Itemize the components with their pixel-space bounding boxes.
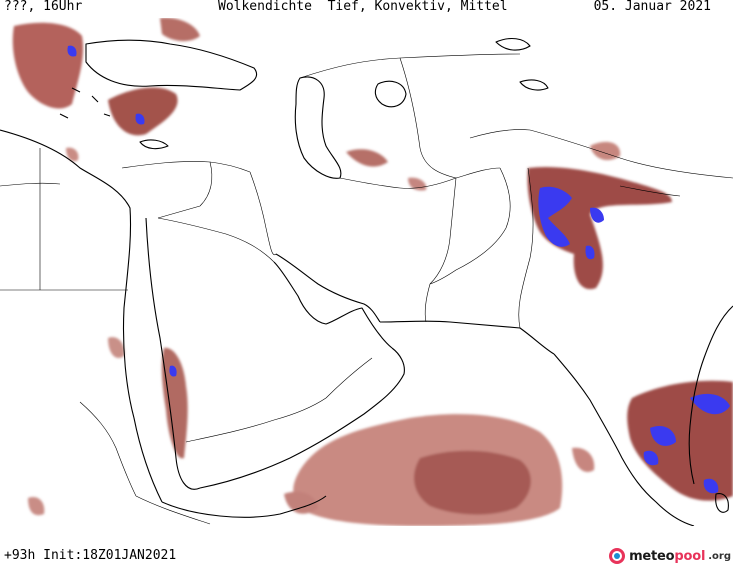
convective-cell-turkey <box>135 113 145 125</box>
border-afghanistan-pakistan <box>429 167 511 285</box>
coastline-arabia-south <box>199 347 405 489</box>
coastline-black-sea <box>85 39 258 91</box>
brand-name-accent: pool <box>674 548 706 564</box>
forecast-date: 05. Januar 2021 <box>593 0 711 14</box>
coastline-lake-issyk <box>519 79 549 91</box>
border-pakistan-india <box>518 167 534 329</box>
cloud-area-gulf-aden <box>284 491 318 514</box>
border-syria-iraq <box>157 161 213 219</box>
brand-tld: .org <box>708 550 731 562</box>
border-kazakhstan <box>299 53 521 79</box>
cloud-area-hejaz <box>161 347 188 459</box>
brand-name-main: meteo <box>629 548 675 564</box>
cloud-area-iran-north <box>346 149 388 167</box>
border-nepal <box>619 185 681 197</box>
coastline-caspian <box>294 76 342 179</box>
cloud-area-levant <box>66 147 79 162</box>
convective-cell-sindh <box>585 245 595 260</box>
border-saudi-yemen <box>185 397 327 443</box>
cloud-area-balkans <box>12 22 84 109</box>
border-iran-afghanistan <box>429 177 457 285</box>
border-libya-chad <box>0 182 61 187</box>
coastline-persian-gulf-north <box>275 253 381 323</box>
border-sudan-ethiopia <box>79 401 137 497</box>
border-layer <box>0 53 733 525</box>
meteopool-brand[interactable]: meteopool .org <box>608 545 731 567</box>
cloud-area-kashmir <box>590 141 621 161</box>
cloud-area-horn <box>28 496 45 516</box>
convective-cells-layer <box>67 45 730 494</box>
cloud-area-aegean <box>108 87 178 136</box>
brand-name: meteopool <box>629 549 705 564</box>
model-run-info: +93h Init:18Z01JAN2021 <box>4 548 177 563</box>
coastline-aegean-islands <box>59 87 111 119</box>
border-saudi-north <box>157 217 275 263</box>
convective-cell-south-india-3 <box>643 450 659 466</box>
border-iraq-iran <box>249 171 277 256</box>
convective-cell-punjab <box>538 186 572 247</box>
cloud-area-arabian-sea-core <box>414 450 531 515</box>
coastline-horn <box>161 495 327 518</box>
coastline-lake-balkhash <box>495 37 531 51</box>
convective-cell-ceylon-west <box>703 478 719 494</box>
cloud-cover-layer <box>12 18 733 526</box>
cloud-density-map <box>0 18 733 526</box>
convective-cell-punjab-east <box>590 207 604 223</box>
coastline-aral <box>374 80 407 108</box>
border-turkey-syria <box>121 161 251 173</box>
convective-cell-bosporus <box>67 45 77 57</box>
coastline-mediterranean-east <box>0 129 163 503</box>
coastline-india-west <box>553 353 695 526</box>
coastline-persian-gulf-south <box>273 261 393 349</box>
map-title: Wolkendichte Tief, Konvektiv, Mittel <box>218 0 508 14</box>
border-iran-turkmenistan <box>339 167 501 189</box>
convective-cell-south-india-2 <box>690 393 730 415</box>
convective-cell-south-india-1 <box>650 425 676 446</box>
border-ethiopia-somalia <box>135 495 211 525</box>
meteopool-logo-icon <box>609 548 626 564</box>
coastline-india-east <box>688 305 733 485</box>
cloud-area-laccadive <box>572 447 595 472</box>
border-oman <box>325 357 373 399</box>
coastline-red-sea-east <box>145 217 201 490</box>
forecast-time-label: ???, 16Uhr <box>4 0 83 14</box>
border-tajikistan <box>469 129 531 139</box>
cloud-area-caucasus-north <box>160 18 200 41</box>
border-iran-pakistan <box>424 283 431 323</box>
convective-cell-hejaz <box>169 365 177 377</box>
border-china <box>529 129 733 179</box>
coastline-cyprus <box>139 139 169 150</box>
coastline-layer <box>0 37 733 526</box>
border-uzbekistan <box>399 57 457 179</box>
coastline-makran <box>379 320 555 355</box>
cloud-area-sudan <box>108 337 125 358</box>
coastline-ceylon <box>715 493 729 513</box>
